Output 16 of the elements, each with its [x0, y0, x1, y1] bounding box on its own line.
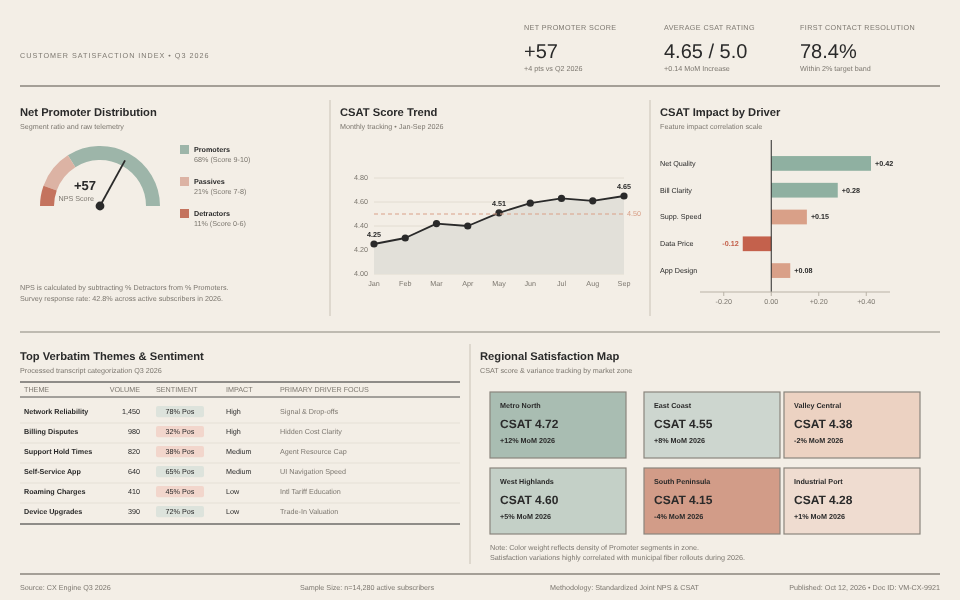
point	[557, 194, 566, 202]
data-label: 78.4%	[800, 42, 857, 64]
bar	[771, 209, 807, 225]
point	[432, 220, 441, 228]
point	[370, 240, 378, 248]
data-label: 4.65 / 5.0	[664, 42, 749, 64]
bar	[771, 263, 791, 278]
point	[464, 222, 472, 230]
data-label: +57	[524, 42, 559, 64]
point	[526, 199, 534, 207]
bar	[742, 236, 772, 252]
point	[589, 197, 597, 205]
bar	[771, 156, 871, 171]
bar	[771, 182, 838, 198]
point	[620, 192, 628, 200]
point	[401, 234, 409, 242]
